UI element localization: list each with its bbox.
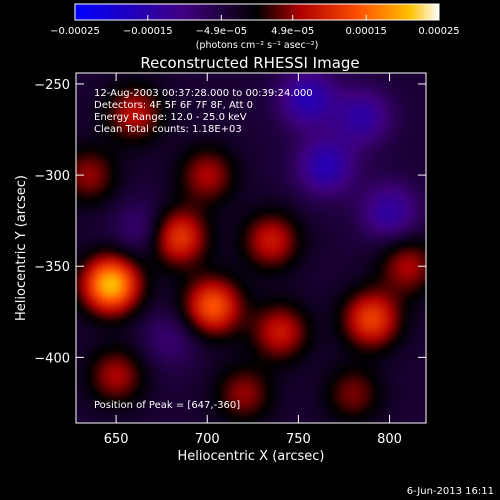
y-axis-label: Heliocentric Y (arcsec) [14, 175, 29, 321]
colorbar [74, 3, 440, 21]
chart-title: Reconstructed RHESSI Image [140, 54, 359, 72]
colorbar-tick-label: −4.9e−05 [196, 26, 248, 37]
y-tick-label: −300 [34, 169, 70, 184]
y-tick-label: −400 [34, 351, 70, 366]
peak-position-label: Position of Peak = [647,-360] [94, 400, 240, 411]
colorbar-ticks: −0.00025 −0.00015 −4.9e−05 4.9e−05 0.00015 0.… [50, 15, 460, 37]
annotation-clean-counts: Clean Total counts: 1.18E+03 [94, 124, 242, 135]
annotation-energy-range: Energy Range: 12.0 - 25.0 keV [94, 112, 247, 123]
heatmap-plot-area: 650 700 750 800 −250 −300 −350 −400 [34, 72, 427, 447]
annotation-time-range: 12-Aug-2003 00:37:28.000 to 00:39:24.000 [94, 88, 313, 99]
x-tick-label: 650 [104, 432, 129, 447]
y-tick-label: −350 [34, 260, 70, 275]
footer-date: 6-Jun-2013 16:11 [407, 486, 494, 497]
colorbar-tick-label: 0.00025 [418, 26, 459, 37]
x-axis-label: Heliocentric X (arcsec) [178, 449, 325, 464]
colorbar-tick-label: −0.00015 [123, 26, 173, 37]
colorbar-tick-label: 0.00015 [346, 26, 387, 37]
colorbar-unit-label: (photons cm⁻² s⁻¹ asec⁻²) [196, 40, 319, 51]
axis-ticks: 650 700 750 800 −250 −300 −350 −400 [34, 73, 426, 447]
x-tick-label: 700 [195, 432, 220, 447]
colorbar-tick-label: 4.9e−05 [271, 26, 314, 37]
colorbar-tick-label: −0.00025 [50, 26, 100, 37]
x-tick-label: 750 [286, 432, 311, 447]
plot-frame [75, 72, 427, 424]
annotation-detectors: Detectors: 4F 5F 6F 7F 8F, Att 0 [94, 100, 253, 111]
y-tick-label: −250 [34, 78, 70, 93]
heatmap-image [76, 73, 426, 423]
x-tick-label: 800 [377, 432, 402, 447]
